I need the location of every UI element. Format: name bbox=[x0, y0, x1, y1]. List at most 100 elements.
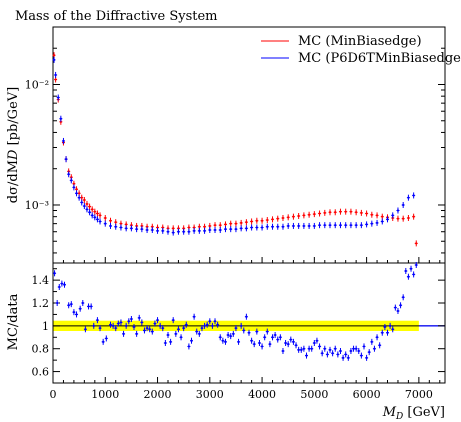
main-point-p6d6tminbiasedge bbox=[291, 222, 295, 229]
marker-dot bbox=[402, 217, 405, 220]
main-point-p6d6tminbiasedge bbox=[182, 228, 186, 235]
x-axis-ticks: 0 1000 2000 3000 4000 5000 6000 7000 bbox=[50, 257, 441, 401]
marker-dot bbox=[140, 228, 143, 231]
x-axis-label: MD [GeV] bbox=[382, 405, 445, 422]
marker-dot bbox=[339, 349, 342, 353]
main-point-p6d6tminbiasedge bbox=[93, 214, 97, 221]
legend: MC (MinBiasedge) MC (P6D6TMinBiasedge) bbox=[261, 34, 461, 66]
marker-dot bbox=[119, 321, 123, 324]
ratio-point-p6d6tminbiasedge bbox=[265, 328, 269, 335]
marker-dot bbox=[59, 120, 62, 123]
main-point-p6d6tminbiasedge bbox=[135, 226, 139, 233]
marker-dot bbox=[344, 210, 347, 213]
marker-dot bbox=[386, 331, 389, 334]
main-point-p6d6tminbiasedge bbox=[119, 224, 123, 231]
main-point-p6d6tminbiasedge bbox=[166, 228, 170, 235]
ratio-point-p6d6tminbiasedge bbox=[370, 338, 374, 345]
ratio-point-p6d6tminbiasedge bbox=[101, 338, 105, 345]
marker-dot bbox=[72, 311, 76, 314]
marker-dot bbox=[308, 347, 311, 350]
ratio-point-p6d6tminbiasedge bbox=[95, 317, 99, 324]
marker-dot bbox=[130, 224, 133, 227]
marker-dot bbox=[54, 78, 57, 81]
marker-dot bbox=[206, 323, 209, 326]
main-point-p6d6tminbiasedge bbox=[61, 137, 65, 144]
main-point-p6d6tminbiasedge bbox=[234, 226, 238, 233]
marker-dot bbox=[370, 340, 373, 343]
ratio-point-p6d6tminbiasedge bbox=[239, 322, 243, 329]
main-point-p6d6tminbiasedge bbox=[98, 218, 102, 225]
marker-dot bbox=[226, 333, 230, 337]
marker-dot bbox=[365, 356, 368, 359]
ratio-point-p6d6tminbiasedge bbox=[163, 340, 167, 346]
ratio-point-p6d6tminbiasedge bbox=[349, 348, 353, 354]
ratio-point-p6d6tminbiasedge bbox=[132, 324, 136, 330]
marker-dot bbox=[114, 225, 117, 228]
ratio-point-p6d6tminbiasedge bbox=[153, 320, 157, 327]
ratio-y-tick-label: 1.4 bbox=[32, 274, 50, 287]
marker-dot bbox=[240, 227, 243, 230]
main-point-minbiasedge bbox=[239, 219, 243, 226]
ratio-point-p6d6tminbiasedge bbox=[69, 301, 73, 308]
marker-dot bbox=[182, 230, 185, 233]
ratio-point-p6d6tminbiasedge bbox=[142, 327, 146, 334]
main-point-p6d6tminbiasedge bbox=[171, 229, 175, 236]
marker-dot bbox=[109, 224, 112, 228]
main-point-p6d6tminbiasedge bbox=[380, 218, 384, 225]
main-point-minbiasedge bbox=[333, 209, 337, 216]
marker-dot bbox=[156, 229, 159, 232]
marker-dot bbox=[198, 332, 201, 335]
marker-dot bbox=[297, 214, 300, 218]
marker-dot bbox=[83, 198, 86, 202]
marker-dot bbox=[102, 340, 105, 343]
marker-dot bbox=[402, 203, 405, 207]
marker-dot bbox=[323, 224, 326, 227]
marker-dot bbox=[323, 347, 326, 350]
main-point-p6d6tminbiasedge bbox=[80, 199, 84, 206]
main-point-p6d6tminbiasedge bbox=[124, 225, 128, 232]
main-point-p6d6tminbiasedge bbox=[318, 222, 322, 229]
marker-dot bbox=[91, 214, 94, 217]
main-point-minbiasedge bbox=[318, 210, 322, 217]
marker-dot bbox=[172, 231, 175, 234]
marker-dot bbox=[166, 230, 170, 233]
main-point-minbiasedge bbox=[85, 200, 89, 207]
marker-dot bbox=[96, 319, 99, 322]
ratio-point-p6d6tminbiasedge bbox=[137, 314, 141, 321]
ratio-point-p6d6tminbiasedge bbox=[127, 318, 131, 325]
marker-dot bbox=[72, 186, 76, 189]
main-point-p6d6tminbiasedge bbox=[67, 171, 71, 178]
ratio-point-p6d6tminbiasedge bbox=[391, 326, 395, 333]
main-point-minbiasedge bbox=[291, 213, 295, 220]
marker-dot bbox=[135, 332, 138, 335]
marker-dot bbox=[216, 323, 219, 326]
ratio-point-p6d6tminbiasedge bbox=[310, 345, 314, 352]
ratio-point-p6d6tminbiasedge bbox=[179, 334, 183, 341]
main-point-p6d6tminbiasedge bbox=[250, 224, 254, 231]
marker-dot bbox=[198, 225, 201, 228]
main-point-minbiasedge bbox=[250, 218, 254, 225]
ratio-point-p6d6tminbiasedge bbox=[223, 338, 227, 345]
main-point-minbiasedge bbox=[323, 209, 327, 216]
ratio-point-p6d6tminbiasedge bbox=[260, 343, 264, 350]
marker-dot bbox=[313, 341, 316, 345]
marker-dot bbox=[276, 225, 279, 228]
main-point-p6d6tminbiasedge bbox=[349, 222, 353, 229]
ratio-point-p6d6tminbiasedge bbox=[278, 334, 282, 341]
marker-dot bbox=[287, 343, 290, 346]
main-point-p6d6tminbiasedge bbox=[255, 224, 259, 231]
marker-dot bbox=[179, 336, 183, 339]
marker-dot bbox=[145, 228, 149, 232]
main-point-p6d6tminbiasedge bbox=[359, 222, 363, 229]
marker-dot bbox=[90, 305, 93, 308]
marker-dot bbox=[250, 339, 253, 342]
marker-dot bbox=[334, 347, 337, 350]
marker-dot bbox=[355, 347, 358, 350]
ratio-point-p6d6tminbiasedge bbox=[257, 340, 261, 346]
marker-dot bbox=[135, 228, 138, 231]
x-tick-label: 4000 bbox=[248, 388, 276, 401]
marker-dot bbox=[355, 224, 358, 227]
main-point-p6d6tminbiasedge bbox=[90, 212, 94, 219]
marker-dot bbox=[292, 215, 295, 218]
marker-dot bbox=[114, 327, 117, 330]
